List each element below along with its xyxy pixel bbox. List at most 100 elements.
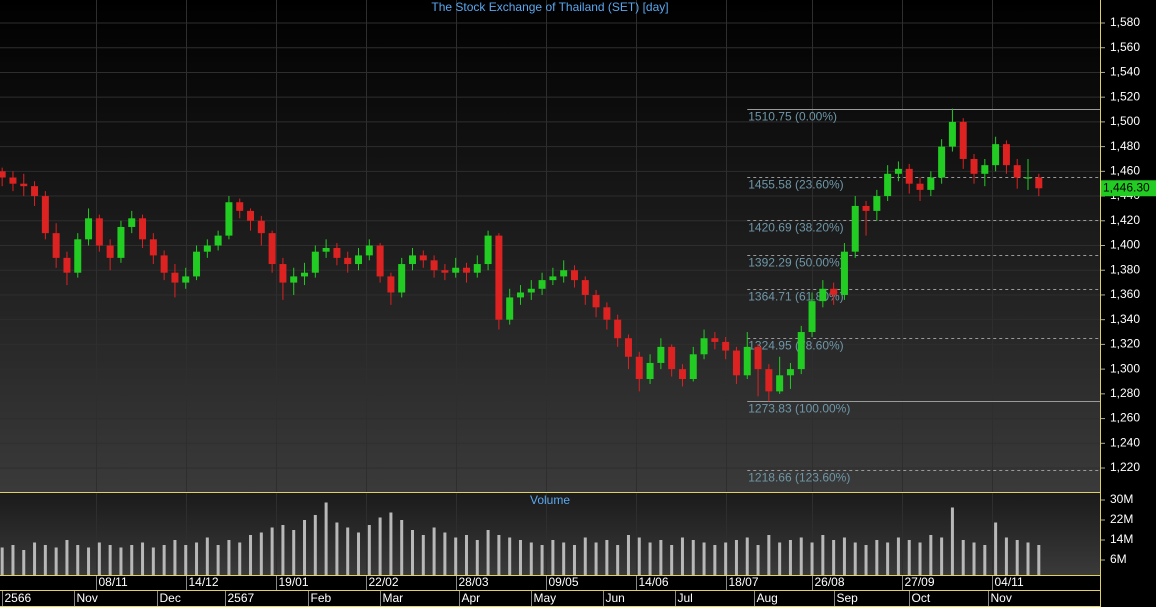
volume-bar (551, 540, 555, 575)
volume-bar (518, 540, 522, 575)
candle-body (462, 267, 470, 273)
candle-body (549, 276, 557, 281)
volume-bar (216, 545, 220, 575)
x-tick-label: 27/09 (905, 575, 935, 589)
volume-bar (983, 545, 987, 575)
month-label: Nov (991, 591, 1012, 605)
y-tick-label: 6M (1110, 552, 1127, 566)
y-tick-label: 1,220 (1110, 460, 1140, 474)
volume-bar (583, 537, 587, 575)
candle-body (527, 288, 535, 293)
candle-body (581, 280, 589, 295)
volume-bar (270, 527, 274, 575)
candle-body (894, 168, 902, 174)
volume-bar (842, 537, 846, 575)
fib-label: 1420.69 (38.20%) (748, 221, 843, 235)
candle-body (538, 280, 546, 289)
candle-body (603, 307, 611, 320)
candle-body (668, 346, 676, 370)
candle-body (311, 251, 319, 273)
volume-bar (594, 542, 598, 575)
candle-body (560, 270, 568, 277)
volume-bar (292, 530, 296, 575)
volume-bar (994, 522, 998, 575)
volume-bar (907, 540, 911, 575)
volume-bar (119, 547, 123, 575)
candle-body (776, 375, 784, 392)
y-tick-label: 1,540 (1110, 65, 1140, 79)
volume-title: Volume (530, 493, 570, 507)
volume-bar (87, 547, 91, 575)
candle-body (765, 369, 773, 392)
candle-body (20, 183, 28, 187)
x-tick-label: 04/11 (995, 575, 1024, 589)
y-tick-label: 1,340 (1110, 312, 1140, 326)
volume-bar (367, 525, 371, 575)
volume-bar (734, 540, 738, 575)
y-tick-label: 1,280 (1110, 386, 1140, 400)
candle-body (635, 356, 643, 380)
volume-bar (1004, 537, 1008, 575)
candle-body (268, 233, 276, 265)
y-tick-label: 1,260 (1110, 411, 1140, 425)
chart-title: The Stock Exchange of Thailand (SET) [da… (431, 0, 668, 14)
volume-bar (475, 540, 479, 575)
volume-bar (227, 540, 231, 575)
volume-bar (1015, 540, 1019, 575)
candle-body (203, 245, 211, 252)
candle-body (830, 288, 838, 295)
volume-bar (659, 540, 663, 575)
month-label: May (534, 591, 557, 605)
candle-body (430, 260, 438, 271)
candle-body (333, 247, 341, 258)
candle-body (732, 350, 740, 376)
y-tick-label: 1,240 (1110, 435, 1140, 449)
volume-bar (162, 545, 166, 575)
candle-body (106, 245, 114, 258)
candle-body (31, 186, 39, 197)
volume-bar (950, 507, 954, 575)
candle-body (117, 226, 125, 258)
candle-body (52, 233, 60, 258)
volume-bar (810, 542, 814, 575)
candle-body (95, 218, 103, 246)
month-label: Mar (383, 591, 404, 605)
candle-body (452, 267, 460, 273)
candle-body (290, 276, 298, 283)
volume-bar (940, 537, 944, 575)
volume-bar (1037, 545, 1041, 575)
month-label: 2567 (228, 591, 255, 605)
candle-body (214, 235, 222, 246)
volume-panel (0, 492, 1100, 575)
volume-bar (378, 517, 382, 575)
volume-bar (141, 542, 145, 575)
fib-label: 1273.83 (100.00%) (748, 402, 850, 416)
volume-bar (33, 542, 37, 575)
y-tick-label: 1,420 (1110, 213, 1140, 227)
candle-body (398, 264, 406, 293)
candle-body (236, 202, 244, 211)
volume-bar (130, 545, 134, 575)
volume-bar (205, 537, 209, 575)
candle-body (743, 346, 751, 376)
volume-bar (281, 525, 285, 575)
x-tick-label: 08/11 (99, 575, 128, 589)
candle-body (473, 264, 481, 273)
fib-label: 1364.71 (61.80%) (748, 290, 843, 304)
candle-body (279, 264, 287, 283)
x-tick-label: 22/02 (369, 575, 399, 589)
volume-bar (799, 537, 803, 575)
candle-body (948, 121, 956, 147)
candle-body (1024, 177, 1032, 179)
candle-body (614, 319, 622, 339)
volume-bar (616, 545, 620, 575)
volume-bar (508, 537, 512, 575)
candle-body (992, 144, 1000, 166)
volume-bar (54, 547, 58, 575)
candle-body (570, 270, 578, 281)
candle-body (711, 338, 719, 342)
month-label: Jul (678, 591, 693, 605)
volume-bar (896, 537, 900, 575)
month-label: Aug (757, 591, 778, 605)
